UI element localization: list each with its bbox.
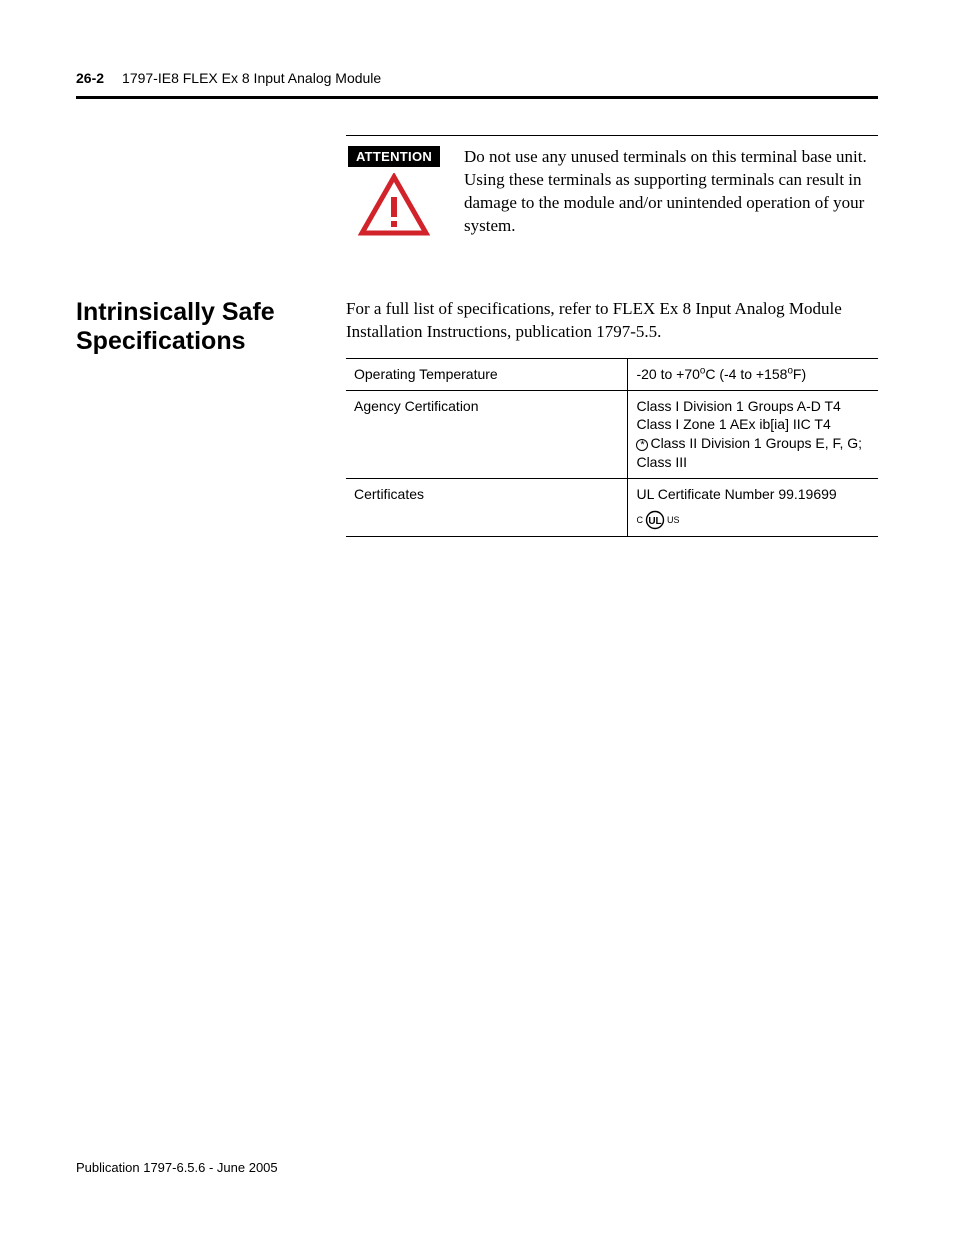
table-row: Operating Temperature-20 to +70oC (-4 to…: [346, 358, 878, 390]
spec-table: Operating Temperature-20 to +70oC (-4 to…: [346, 358, 878, 537]
section-heading: Intrinsically Safe Specifications: [76, 298, 346, 357]
header-rule: [76, 96, 878, 99]
footer-text: Publication 1797-6.5.6 - June 2005: [76, 1160, 278, 1175]
spec-label: Certificates: [346, 479, 628, 537]
table-row: CertificatesUL Certificate Number 99.196…: [346, 479, 878, 537]
attention-text: Do not use any unused terminals on this …: [464, 146, 878, 238]
table-row: Agency CertificationClass I Division 1 G…: [346, 390, 878, 479]
doc-title: 1797-IE8 FLEX Ex 8 Input Analog Module: [122, 70, 381, 86]
spec-section: Intrinsically Safe Specifications For a …: [76, 298, 878, 537]
svg-text:UL: UL: [648, 516, 661, 527]
spec-value: UL Certificate Number 99.19699CULUS: [628, 479, 878, 537]
attention-right: ATTENTION Do not use any unused terminal…: [346, 135, 878, 298]
attention-block: ATTENTION Do not use any unused terminal…: [346, 135, 878, 238]
page-number: 26-2: [76, 70, 104, 86]
spec-value: -20 to +70oC (-4 to +158oF): [628, 358, 878, 390]
spec-table-body: Operating Temperature-20 to +70oC (-4 to…: [346, 358, 878, 536]
spec-label: Agency Certification: [346, 390, 628, 479]
running-header: 26-2 1797-IE8 FLEX Ex 8 Input Analog Mod…: [76, 70, 878, 86]
spec-right-col: For a full list of specifications, refer…: [346, 298, 878, 537]
section-intro: For a full list of specifications, refer…: [346, 298, 878, 344]
spec-label: Operating Temperature: [346, 358, 628, 390]
spec-value: Class I Division 1 Groups A-D T4Class I …: [628, 390, 878, 479]
warning-triangle-icon: [358, 173, 430, 237]
attention-badge-col: ATTENTION: [346, 146, 442, 237]
attention-label: ATTENTION: [348, 146, 440, 167]
page: 26-2 1797-IE8 FLEX Ex 8 Input Analog Mod…: [0, 0, 954, 1235]
spec-left-col: Intrinsically Safe Specifications: [76, 298, 346, 357]
attention-row: ATTENTION Do not use any unused terminal…: [76, 135, 878, 298]
